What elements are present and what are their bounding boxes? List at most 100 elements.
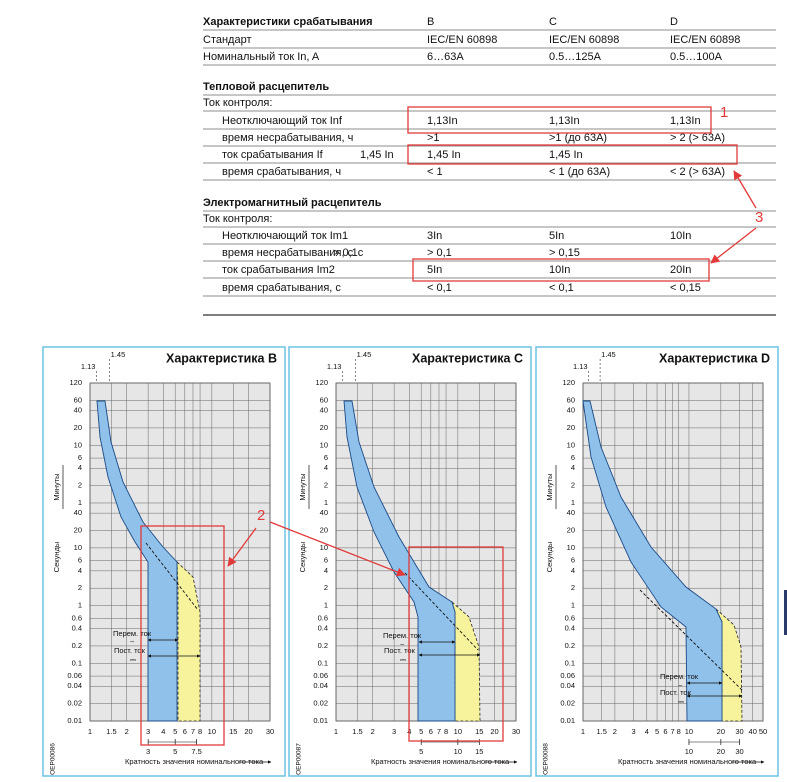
- table-cell: 1,45 In: [427, 149, 461, 161]
- x-tick-label: 15: [229, 727, 237, 736]
- current-tick-label: 30: [735, 747, 743, 756]
- marker-label: 1.45: [111, 350, 126, 359]
- row-label: Неотключающий ток Im1: [222, 230, 348, 242]
- x-tick-label: 30: [735, 727, 743, 736]
- row-note: 1,45 In: [360, 149, 394, 161]
- x-tick-label: 20: [490, 727, 498, 736]
- current-tick-label: 15: [475, 747, 483, 756]
- y-tick-label: 0.1: [318, 658, 328, 667]
- y-tick-label: 10: [567, 440, 575, 449]
- callout-number: 1: [720, 104, 728, 121]
- row-label: время несрабатывания, с: [222, 247, 354, 259]
- dc-band: [176, 561, 201, 722]
- ac-symbol: ~: [678, 681, 683, 690]
- y-tick-label: 120: [562, 378, 575, 387]
- y-tick-label: 10: [567, 543, 575, 552]
- y-tick-label: 0.2: [72, 641, 82, 650]
- y-tick-label: 0.01: [67, 716, 82, 725]
- y-tick-label: 0.01: [560, 716, 575, 725]
- table-cell: < 2 (> 63A): [670, 166, 725, 178]
- callout-box: [412, 258, 710, 282]
- y-tick-label: 20: [74, 423, 82, 432]
- callout-box: [408, 546, 504, 742]
- x-tick-label: 8: [198, 727, 202, 736]
- callout-arrow: [710, 227, 757, 264]
- y-tick-label: 0.4: [318, 624, 328, 633]
- y-tick-label: 2: [571, 481, 575, 490]
- row-label: Ток контроля:: [203, 213, 272, 225]
- y-tick-label: 20: [74, 525, 82, 534]
- y-tick-label: 1: [78, 601, 82, 610]
- table-cell: 10In: [549, 264, 570, 276]
- y-tick-label: 10: [74, 440, 82, 449]
- table-cell: IEC/EN 60898: [427, 34, 497, 46]
- x-tick-label: 8: [444, 727, 448, 736]
- figure-code: OEP00087: [296, 743, 303, 775]
- y-tick-label: 6: [78, 453, 82, 462]
- axis-label: Минуты: [545, 473, 554, 500]
- y-tick-label: 20: [320, 525, 328, 534]
- y-tick-label: 40: [567, 508, 575, 517]
- y-tick-label: 6: [324, 453, 328, 462]
- figure-code: OEP00086: [50, 743, 57, 775]
- y-tick-label: 0.2: [565, 641, 575, 650]
- y-tick-label: 6: [571, 453, 575, 462]
- x-tick-label: 1.5: [596, 727, 606, 736]
- x-tick-label: 5: [419, 727, 423, 736]
- x-tick-label: 3: [631, 727, 635, 736]
- y-tick-label: 1: [324, 498, 328, 507]
- table-cell: IEC/EN 60898: [549, 34, 619, 46]
- x-tick-label: 10: [454, 727, 462, 736]
- y-tick-label: 6: [571, 556, 575, 565]
- row-label: Стандарт: [203, 34, 252, 46]
- y-tick-label: 10: [320, 440, 328, 449]
- y-tick-label: 0.04: [313, 681, 328, 690]
- table-header: Характеристики срабатывания: [203, 16, 373, 28]
- y-tick-label: 1: [324, 601, 328, 610]
- callout-box: [407, 144, 738, 165]
- row-label: Ток контроля:: [203, 97, 272, 109]
- chart-title: Характеристика C: [412, 351, 523, 365]
- x-tick-label: 50: [759, 727, 767, 736]
- y-tick-label: 0.02: [67, 699, 82, 708]
- x-tick-label: 1: [581, 727, 585, 736]
- marker-label: 1.45: [357, 350, 372, 359]
- current-tick-label: 5: [419, 747, 423, 756]
- section-title: Тепловой расцепитель: [203, 81, 329, 93]
- ac-label: Перем. ток: [383, 631, 422, 640]
- row-label: время срабатывания, с: [222, 282, 341, 294]
- chart-panel: Характеристика D1 1.5 2 3 4 5 6 7 8 10 20 30 40 50120…: [535, 346, 779, 777]
- ac-symbol: ~: [130, 637, 135, 646]
- y-tick-label: 2: [571, 583, 575, 592]
- y-tick-label: 4: [324, 566, 328, 575]
- table-cell: 5In: [427, 264, 442, 276]
- marker-label: 1.13: [327, 362, 342, 371]
- table-cell: > 0,15: [549, 247, 580, 259]
- y-tick-label: 1: [78, 498, 82, 507]
- y-tick-label: 0.04: [560, 681, 575, 690]
- row-note: > 0,1с: [333, 247, 364, 259]
- ac-label: Перем. ток: [113, 629, 152, 638]
- band-dash: [404, 572, 479, 651]
- row-label: время несрабатывания, ч: [222, 132, 353, 144]
- y-tick-label: 4: [78, 463, 82, 472]
- table-cell: < 0,1: [427, 282, 452, 294]
- x-tick-label: 2: [371, 727, 375, 736]
- row-label: ток срабатывания Im2: [222, 264, 335, 276]
- row-label: ток срабатывания If: [222, 149, 324, 161]
- y-tick-label: 1: [571, 498, 575, 507]
- y-tick-label: 6: [78, 556, 82, 565]
- y-tick-label: 1: [571, 601, 575, 610]
- x-tick-label: 7: [191, 727, 195, 736]
- table-cell: < 1 (до 63A): [549, 166, 610, 178]
- x-tick-label: 7: [437, 727, 441, 736]
- x-tick-label: 1.5: [352, 727, 362, 736]
- table-cell: 1,13In: [670, 115, 701, 127]
- y-tick-label: 0.4: [565, 624, 575, 633]
- x-tick-label: 20: [717, 727, 725, 736]
- table-cell: 0.5…100A: [670, 51, 723, 63]
- y-tick-label: 6: [324, 556, 328, 565]
- y-tick-label: 60: [567, 395, 575, 404]
